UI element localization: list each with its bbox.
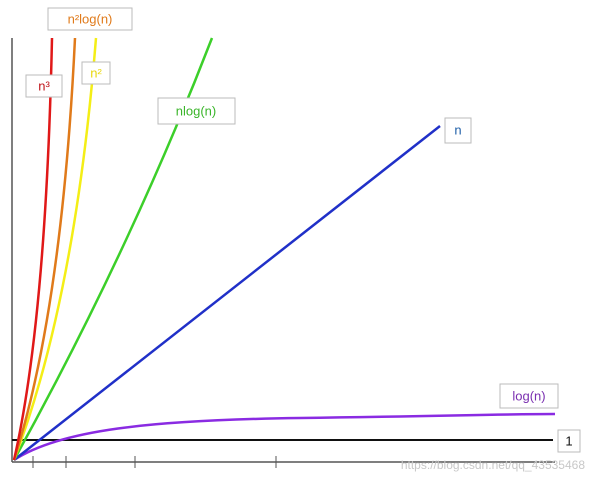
label-box xyxy=(25,74,63,98)
curve-n2logn xyxy=(12,37,77,461)
label-box xyxy=(157,97,236,125)
curve-label: n²log(n) xyxy=(68,11,113,26)
curve-linear xyxy=(13,125,441,461)
curve-n2 xyxy=(12,37,98,461)
curve-log xyxy=(13,412,556,462)
label-box xyxy=(47,7,133,31)
axis-ticks xyxy=(32,456,277,468)
label-box xyxy=(557,429,581,453)
curve-label: n³ xyxy=(38,78,50,93)
watermark: https://blog.csdn.net/qq_43535468 xyxy=(401,458,585,472)
curve-nlogn xyxy=(12,37,214,461)
curve-label: 1 xyxy=(565,433,572,448)
label-box xyxy=(81,61,111,85)
curve-label: log(n) xyxy=(512,388,545,403)
label-box xyxy=(444,117,472,144)
curve-label: nlog(n) xyxy=(176,103,216,118)
label-box xyxy=(499,383,559,409)
curve-label: n² xyxy=(90,65,102,80)
curve-label: n xyxy=(454,122,461,137)
curve-n3 xyxy=(12,37,54,461)
